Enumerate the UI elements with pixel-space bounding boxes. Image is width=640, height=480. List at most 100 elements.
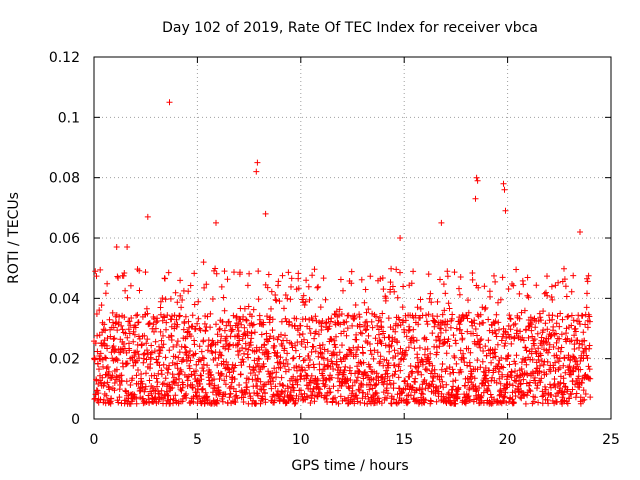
data-point <box>499 274 506 281</box>
data-point <box>154 359 161 366</box>
data-point <box>315 389 322 396</box>
data-point <box>370 355 377 362</box>
y-axis-label: ROTI / TECUs <box>6 192 22 284</box>
data-point <box>520 281 527 288</box>
data-point <box>239 345 246 351</box>
data-point <box>507 315 514 322</box>
data-point <box>285 385 292 392</box>
data-point <box>139 380 146 387</box>
data-point <box>185 318 192 325</box>
data-point <box>475 284 482 291</box>
data-point <box>406 373 413 380</box>
data-point <box>200 361 207 368</box>
data-point <box>310 361 317 368</box>
data-point <box>416 344 423 351</box>
data-point <box>491 396 497 403</box>
data-point <box>290 373 297 380</box>
data-point <box>342 363 349 370</box>
y-tick-label: 0.08 <box>49 171 80 187</box>
data-point <box>438 373 445 380</box>
data-point <box>144 310 151 317</box>
data-point <box>142 383 149 390</box>
data-point <box>473 174 480 181</box>
data-point <box>552 393 559 400</box>
data-point <box>281 345 288 352</box>
data-point <box>514 327 520 334</box>
data-point <box>285 269 292 276</box>
data-point <box>410 334 416 341</box>
data-point <box>532 324 539 331</box>
data-point <box>257 378 264 385</box>
data-point <box>207 343 214 349</box>
data-point <box>319 372 326 379</box>
data-point <box>291 387 297 394</box>
data-point <box>283 356 290 363</box>
data-point <box>263 330 270 337</box>
data-point <box>208 371 215 378</box>
data-point <box>271 365 278 372</box>
data-point <box>492 353 499 360</box>
data-point <box>268 288 275 295</box>
data-point <box>566 395 573 402</box>
data-point <box>585 272 592 279</box>
data-point <box>331 341 338 348</box>
data-point <box>295 270 302 277</box>
data-point <box>540 327 547 334</box>
data-point <box>402 377 409 384</box>
data-point <box>127 382 134 388</box>
data-point <box>471 320 478 327</box>
data-point <box>463 398 470 405</box>
data-point <box>229 398 236 405</box>
data-point <box>433 398 440 405</box>
data-point <box>126 347 133 354</box>
data-point <box>226 385 233 392</box>
data-point <box>113 373 120 380</box>
data-point <box>499 373 506 380</box>
data-point <box>545 349 551 356</box>
data-point <box>104 364 111 370</box>
data-point <box>105 368 112 375</box>
data-point <box>384 380 391 387</box>
data-point <box>184 377 191 384</box>
data-point <box>404 399 411 406</box>
data-point <box>517 394 524 401</box>
data-point <box>196 393 203 400</box>
data-point <box>171 312 178 319</box>
data-point <box>467 349 474 356</box>
data-point <box>196 343 203 350</box>
data-point <box>96 307 103 314</box>
data-point <box>561 355 568 362</box>
data-point <box>505 323 512 329</box>
data-point <box>360 389 367 396</box>
data-point <box>183 358 190 365</box>
data-point <box>580 387 587 394</box>
data-point <box>109 372 116 379</box>
data-point <box>147 361 154 368</box>
data-point <box>445 336 452 343</box>
data-point <box>335 387 341 394</box>
data-point <box>483 352 490 359</box>
data-point <box>577 366 584 373</box>
data-point <box>377 358 384 365</box>
data-point <box>441 339 448 346</box>
data-point <box>392 328 399 335</box>
data-point <box>125 326 132 333</box>
data-point <box>476 341 483 348</box>
data-point <box>492 318 499 325</box>
data-point <box>577 358 584 364</box>
data-point <box>369 385 376 392</box>
data-point <box>300 292 307 299</box>
data-point <box>273 369 280 376</box>
data-point <box>162 354 169 361</box>
data-point <box>128 315 135 321</box>
data-point <box>582 321 589 328</box>
data-point <box>508 369 515 376</box>
data-point <box>426 381 432 388</box>
data-point <box>539 342 545 349</box>
data-point <box>553 330 559 337</box>
data-point <box>371 347 378 354</box>
data-point <box>203 281 210 288</box>
data-point <box>260 319 267 326</box>
data-point <box>409 384 415 391</box>
data-point <box>295 285 302 292</box>
